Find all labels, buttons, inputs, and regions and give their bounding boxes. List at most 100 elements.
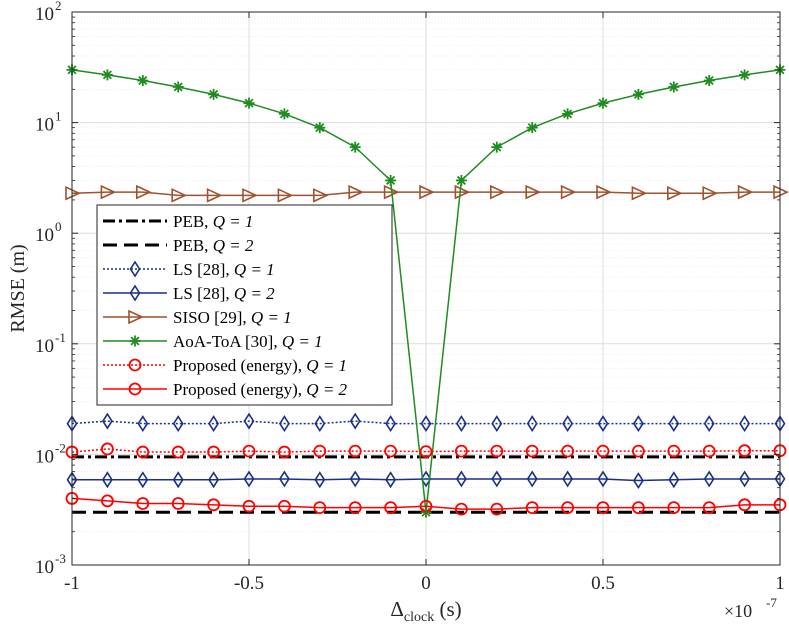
- diamond-marker: [172, 415, 184, 433]
- diamond-marker: [101, 471, 113, 489]
- circle-marker: [242, 499, 256, 513]
- legend-entry-5: SISO [29], Q = 1: [103, 308, 292, 327]
- circle-marker: [596, 444, 610, 458]
- asterisk-marker: [137, 75, 149, 87]
- diamond-marker: [349, 412, 361, 430]
- circle-marker: [171, 497, 185, 510]
- asterisk-stroke: [527, 123, 537, 133]
- diamond-marker: [562, 415, 574, 433]
- triangle-marker: [419, 184, 435, 200]
- triangle-marker: [596, 184, 612, 200]
- series-line: [71, 191, 780, 197]
- asterisk-stroke: [563, 109, 573, 119]
- y-tick-exponent: 0: [55, 219, 62, 234]
- asterisk-stroke: [633, 89, 643, 99]
- diamond-marker: [208, 415, 220, 433]
- asterisk-marker: [278, 108, 290, 120]
- asterisk-marker: [129, 335, 141, 347]
- legend-label: LS [28], Q = 2: [173, 284, 275, 303]
- circle-marker: [490, 502, 504, 516]
- diamond-marker: [668, 415, 680, 433]
- circle-marker: [525, 501, 539, 515]
- asterisk-marker: [172, 81, 184, 93]
- triangle-marker: [242, 188, 258, 203]
- diamond-marker: [632, 472, 644, 490]
- asterisk-marker: [632, 88, 644, 100]
- circle-marker: [667, 501, 681, 515]
- asterisk-marker: [739, 69, 751, 81]
- circle-marker: [313, 501, 327, 515]
- series-7: [65, 442, 787, 459]
- triangle-marker: [128, 309, 144, 325]
- asterisk-stroke: [315, 123, 325, 133]
- circle-marker: [101, 442, 114, 456]
- legend-label: AoA-ToA [30], Q = 1: [173, 332, 323, 351]
- circle-marker: [277, 499, 291, 513]
- triangle-marker: [100, 184, 117, 200]
- triangle-marker: [312, 188, 329, 203]
- asterisk-stroke: [350, 142, 360, 152]
- triangle-marker: [525, 184, 542, 200]
- legend-entry-6: AoA-ToA [30], Q = 1: [103, 332, 323, 351]
- x-axis-label: Δclock (s): [390, 597, 461, 625]
- triangle-marker: [702, 185, 719, 201]
- diamond-marker: [129, 284, 141, 302]
- diamond-marker: [314, 415, 326, 433]
- asterisk-marker: [455, 174, 467, 186]
- circle-marker: [128, 358, 142, 372]
- asterisk-marker: [597, 97, 609, 109]
- asterisk-marker: [385, 174, 397, 186]
- circle-marker: [525, 444, 539, 458]
- x-tick-label: 0.5: [591, 573, 615, 594]
- diamond-marker: [597, 470, 609, 488]
- x-tick-label: -0.5: [234, 573, 264, 594]
- diamond-marker: [739, 470, 751, 488]
- diamond-marker: [137, 415, 149, 433]
- y-tick-label: 10: [35, 4, 54, 25]
- circle-marker: [313, 444, 327, 458]
- circle-marker: [702, 444, 716, 458]
- triangle-marker: [171, 188, 188, 203]
- legend-label: Proposed (energy), Q = 1: [173, 356, 347, 375]
- circle-marker: [171, 445, 185, 459]
- diamond-marker: [597, 415, 609, 433]
- y-tick-exponent: 1: [55, 109, 62, 124]
- circle-marker: [242, 444, 256, 458]
- asterisk-stroke: [138, 76, 148, 86]
- x-tick-label: 1: [775, 573, 785, 594]
- triangle-marker: [277, 188, 294, 203]
- circle-marker: [738, 444, 751, 458]
- diamond-marker: [526, 470, 538, 488]
- triangle-marker: [631, 185, 648, 201]
- circle-marker: [207, 445, 221, 459]
- y-axis-label: RMSE (m): [7, 244, 29, 332]
- diamond-marker: [668, 471, 680, 489]
- y-tick-exponent: -3: [55, 551, 66, 566]
- asterisk-marker: [668, 81, 680, 93]
- circle-marker: [384, 444, 398, 458]
- circle-marker: [561, 501, 574, 515]
- legend: PEB, Q = 1 PEB, Q = 2 LS [28], Q = 1 LS [28…: [96, 204, 393, 406]
- legend-entry-8: Proposed (energy), Q = 2: [103, 380, 348, 399]
- legend-label: SISO [29], Q = 1: [173, 308, 292, 327]
- diamond-marker: [739, 415, 751, 433]
- circle-marker: [702, 501, 716, 515]
- triangle-marker: [136, 184, 152, 200]
- asterisk-marker: [208, 88, 220, 100]
- diamond-marker: [172, 471, 184, 489]
- circle-marker: [419, 499, 433, 513]
- diamond-marker: [703, 470, 715, 488]
- legend-label: LS [28], Q = 1: [173, 260, 275, 279]
- asterisk-stroke: [209, 89, 219, 99]
- y-tick-exponent: 2: [55, 0, 62, 13]
- asterisk-stroke: [173, 82, 183, 92]
- circle-marker: [136, 445, 150, 459]
- diamond-marker: [420, 415, 432, 433]
- diamond-marker: [420, 470, 432, 488]
- series-line: [72, 478, 780, 482]
- triangle-marker: [348, 184, 365, 200]
- diamond-marker: [562, 470, 574, 488]
- asterisk-marker: [314, 122, 326, 134]
- series-5: [65, 184, 789, 203]
